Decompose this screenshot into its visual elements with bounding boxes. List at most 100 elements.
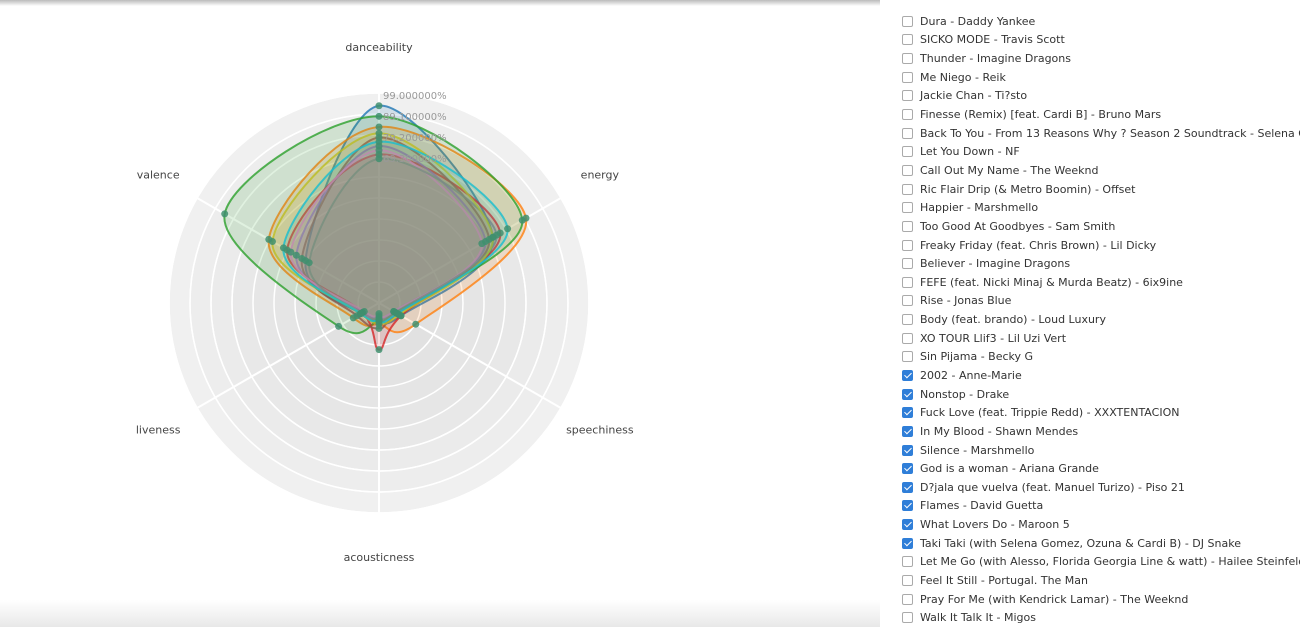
song-label: Me Niego - Reik: [920, 70, 1006, 84]
checkbox[interactable]: [902, 481, 913, 493]
song-row[interactable]: Thunder - Imagine Dragons: [902, 49, 1300, 68]
data-point: [375, 324, 383, 332]
checkbox[interactable]: [902, 34, 913, 46]
song-row[interactable]: Ric Flair Drip (& Metro Boomin) - Offset: [902, 180, 1300, 199]
checkbox[interactable]: [902, 425, 913, 437]
song-label: Ric Flair Drip (& Metro Boomin) - Offset: [920, 182, 1136, 196]
checkbox[interactable]: [902, 109, 913, 121]
song-row[interactable]: FEFE (feat. Nicki Minaj & Murda Beatz) -…: [902, 273, 1300, 292]
song-label: Let You Down - NF: [920, 145, 1020, 159]
song-row[interactable]: What Lovers Do - Maroon 5: [902, 515, 1300, 534]
data-point: [298, 254, 306, 262]
checkbox[interactable]: [902, 444, 913, 456]
song-row[interactable]: Believer - Imagine Dragons: [902, 254, 1300, 273]
song-row[interactable]: Rise - Jonas Blue: [902, 292, 1300, 311]
song-row[interactable]: Pray For Me (with Kendrick Lamar) - The …: [902, 590, 1300, 609]
song-row[interactable]: D?jala que vuelva (feat. Manuel Turizo) …: [902, 478, 1300, 497]
checkbox[interactable]: [902, 239, 913, 251]
song-label: Pray For Me (with Kendrick Lamar) - The …: [920, 592, 1189, 606]
song-row[interactable]: Sin Pijama - Becky G: [902, 348, 1300, 367]
song-row[interactable]: Dura - Daddy Yankee: [902, 12, 1300, 31]
axis-label: danceability: [345, 41, 413, 54]
song-label: Flames - David Guetta: [920, 499, 1044, 513]
song-label: D?jala que vuelva (feat. Manuel Turizo) …: [920, 480, 1185, 494]
song-row[interactable]: Back To You - From 13 Reasons Why ? Seas…: [902, 124, 1300, 143]
tick-label: 89.100000%: [383, 112, 447, 123]
checkbox[interactable]: [902, 202, 913, 214]
data-point: [478, 240, 486, 248]
data-point: [287, 248, 295, 256]
checkbox[interactable]: [902, 295, 913, 307]
checkbox[interactable]: [902, 164, 913, 176]
checkbox[interactable]: [902, 71, 913, 83]
song-label: Body (feat. brando) - Loud Luxury: [920, 313, 1106, 327]
song-label: Fuck Love (feat. Trippie Redd) - XXXTENT…: [920, 406, 1180, 420]
axis-line: [196, 302, 380, 409]
checkbox[interactable]: [902, 556, 913, 568]
song-row[interactable]: 2002 - Anne-Marie: [902, 366, 1300, 385]
song-row[interactable]: Flames - David Guetta: [902, 497, 1300, 516]
song-row[interactable]: Walk It Talk It - Migos: [902, 609, 1300, 627]
axis-label: speechiness: [566, 424, 634, 437]
song-label: Back To You - From 13 Reasons Why ? Seas…: [920, 126, 1300, 140]
song-row[interactable]: Body (feat. brando) - Loud Luxury: [902, 310, 1300, 329]
song-label: Rise - Jonas Blue: [920, 294, 1012, 308]
checkbox[interactable]: [902, 388, 913, 400]
checkbox[interactable]: [902, 53, 913, 65]
song-row[interactable]: XO TOUR Llif3 - Lil Uzi Vert: [902, 329, 1300, 348]
song-row[interactable]: Freaky Friday (feat. Chris Brown) - Lil …: [902, 236, 1300, 255]
checkbox[interactable]: [902, 15, 913, 27]
checkbox[interactable]: [902, 593, 913, 605]
checkbox[interactable]: [902, 575, 913, 587]
song-row[interactable]: Fuck Love (feat. Trippie Redd) - XXXTENT…: [902, 403, 1300, 422]
checkbox[interactable]: [902, 314, 913, 326]
checkbox[interactable]: [902, 146, 913, 158]
data-point: [305, 259, 313, 267]
song-row[interactable]: SICKO MODE - Travis Scott: [902, 31, 1300, 50]
data-point: [375, 123, 383, 131]
checkbox[interactable]: [902, 127, 913, 139]
song-row[interactable]: Let You Down - NF: [902, 142, 1300, 161]
song-list: Dura - Daddy Yankee SICKO MODE - Travis S…: [902, 12, 1300, 627]
checkbox[interactable]: [902, 369, 913, 381]
data-point: [375, 155, 383, 163]
song-row[interactable]: In My Blood - Shawn Mendes: [902, 422, 1300, 441]
song-label: Finesse (Remix) [feat. Cardi B] - Bruno …: [920, 108, 1162, 122]
song-row[interactable]: Happier - Marshmello: [902, 198, 1300, 217]
song-row[interactable]: Call Out My Name - The Weeknd: [902, 161, 1300, 180]
checkbox[interactable]: [902, 612, 913, 624]
checkbox[interactable]: [902, 537, 913, 549]
song-row[interactable]: Jackie Chan - Ti?sto: [902, 87, 1300, 106]
checkbox[interactable]: [902, 519, 913, 531]
song-row[interactable]: Feel It Still - Portugal. The Man: [902, 571, 1300, 590]
checkbox[interactable]: [902, 463, 913, 475]
song-row[interactable]: Me Niego - Reik: [902, 68, 1300, 87]
checkbox[interactable]: [902, 258, 913, 270]
data-point: [375, 138, 383, 146]
axis-line: [378, 302, 562, 409]
song-label: Thunder - Imagine Dragons: [920, 52, 1071, 66]
song-row[interactable]: Nonstop - Drake: [902, 385, 1300, 404]
song-row[interactable]: Taki Taki (with Selena Gomez, Ozuna & Ca…: [902, 534, 1300, 553]
checkbox[interactable]: [902, 276, 913, 288]
song-label: 2002 - Anne-Marie: [920, 368, 1022, 382]
song-row[interactable]: Finesse (Remix) [feat. Cardi B] - Bruno …: [902, 105, 1300, 124]
data-point: [393, 310, 401, 318]
song-label: God is a woman - Ariana Grande: [920, 462, 1099, 476]
checkbox[interactable]: [902, 351, 913, 363]
checkbox[interactable]: [902, 220, 913, 232]
song-row[interactable]: God is a woman - Ariana Grande: [902, 459, 1300, 478]
checkbox[interactable]: [902, 407, 913, 419]
checkbox[interactable]: [902, 332, 913, 344]
song-row[interactable]: Too Good At Goodbyes - Sam Smith: [902, 217, 1300, 236]
tick-label: 69.300000%: [383, 154, 447, 165]
song-label: Jackie Chan - Ti?sto: [920, 89, 1028, 103]
checkbox[interactable]: [902, 183, 913, 195]
checkbox[interactable]: [902, 90, 913, 102]
data-point: [335, 322, 343, 330]
song-label: Dura - Daddy Yankee: [920, 14, 1036, 28]
song-row[interactable]: Let Me Go (with Alesso, Florida Georgia …: [902, 553, 1300, 572]
song-row[interactable]: Silence - Marshmello: [902, 441, 1300, 460]
checkbox[interactable]: [902, 500, 913, 512]
